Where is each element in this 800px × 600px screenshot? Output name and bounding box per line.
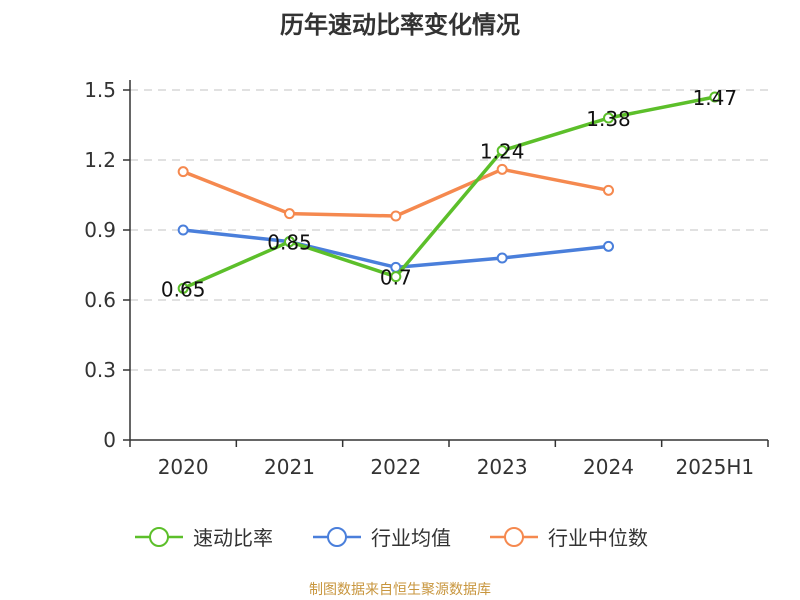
x-tick-label: 2023: [477, 455, 528, 479]
legend-marker: [149, 527, 169, 547]
data-label: 1.47: [693, 86, 738, 110]
y-tick-label: 1.5: [84, 78, 116, 102]
legend[interactable]: 速动比率 行业均值 行业中位数: [135, 526, 648, 550]
data-labels: 0.65 0.85 0.7 1.24 1.38 1.47: [161, 86, 737, 301]
legend-label: 行业中位数: [548, 526, 648, 550]
series-lines: [177, 91, 721, 294]
data-point[interactable]: [496, 163, 508, 175]
x-tick-label: 2021: [264, 455, 315, 479]
data-point[interactable]: [284, 236, 295, 248]
y-tick-label: 1.2: [84, 148, 116, 172]
legend-marker: [327, 527, 347, 547]
grid-lines: [130, 89, 768, 371]
y-tick-label: 0.9: [84, 218, 116, 242]
data-point[interactable]: [496, 145, 508, 157]
data-point[interactable]: [603, 184, 614, 196]
data-point[interactable]: [496, 252, 508, 264]
data-point[interactable]: [390, 210, 402, 222]
data-label: 0.85: [267, 231, 312, 255]
legend-label: 行业均值: [371, 526, 451, 550]
axes: 0 0.3 0.6 0.9 1.2 1.5 2020 2021 2022 2023 2024 2025…: [84, 78, 769, 479]
data-label: 0.7: [380, 266, 412, 290]
x-tick-label: 2025H1: [675, 455, 754, 479]
x-tick-label: 2024: [583, 455, 634, 479]
legend-label: 速动比率: [193, 526, 273, 550]
data-point[interactable]: [177, 224, 189, 236]
source-note: 制图数据来自恒生聚源数据库: [309, 582, 491, 598]
data-label: 0.65: [161, 277, 206, 301]
data-point[interactable]: [177, 166, 189, 178]
data-point[interactable]: [709, 91, 721, 103]
legend-item[interactable]: 速动比率: [135, 526, 273, 550]
data-point[interactable]: [603, 112, 614, 124]
data-point[interactable]: [177, 282, 189, 294]
series-line: [182, 167, 609, 218]
y-tick-label: 0.6: [84, 288, 116, 312]
legend-item[interactable]: 行业均值: [313, 526, 451, 550]
y-tick-label: 0.3: [84, 358, 116, 382]
x-tick-label: 2022: [370, 455, 421, 479]
data-label: 1.38: [586, 107, 631, 131]
data-point[interactable]: [603, 240, 614, 252]
data-label: 1.24: [480, 140, 525, 164]
data-point[interactable]: [284, 208, 295, 220]
data-point[interactable]: [390, 271, 402, 283]
legend-marker: [504, 527, 524, 547]
x-tick-label: 2020: [158, 455, 209, 479]
y-tick-label: 0: [103, 428, 116, 452]
legend-item[interactable]: 行业中位数: [490, 526, 648, 550]
chart-title: 历年速动比率变化情况: [280, 11, 520, 39]
series-line: [182, 95, 716, 290]
